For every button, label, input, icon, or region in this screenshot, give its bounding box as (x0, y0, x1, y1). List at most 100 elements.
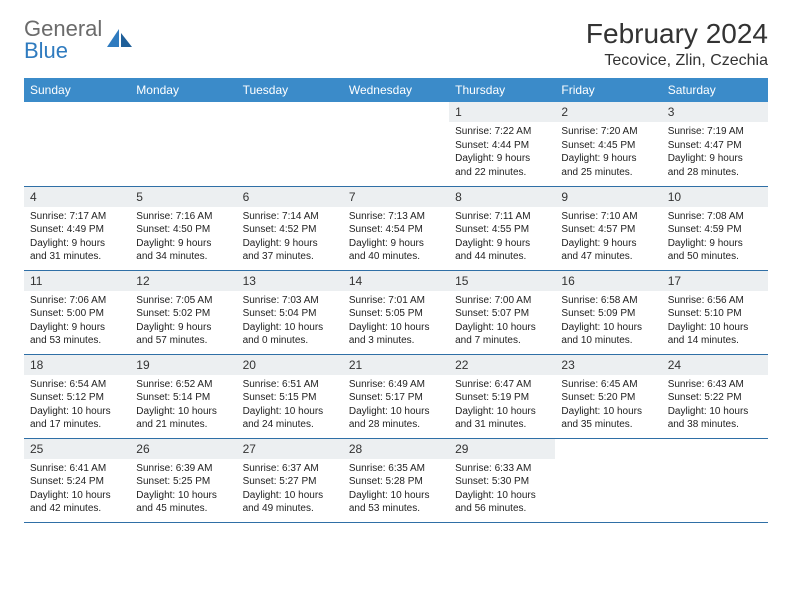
calendar-cell: 6Sunrise: 7:14 AMSunset: 4:52 PMDaylight… (237, 186, 343, 270)
sunrise-line: Sunrise: 6:33 AM (455, 462, 549, 476)
calendar-cell (343, 102, 449, 186)
calendar-cell: 18Sunrise: 6:54 AMSunset: 5:12 PMDayligh… (24, 354, 130, 438)
calendar-cell: 10Sunrise: 7:08 AMSunset: 4:59 PMDayligh… (662, 186, 768, 270)
day-number: 24 (662, 355, 768, 375)
calendar-cell: 8Sunrise: 7:11 AMSunset: 4:55 PMDaylight… (449, 186, 555, 270)
daylight-line: Daylight: 9 hours and 37 minutes. (243, 237, 337, 264)
column-header: Thursday (449, 78, 555, 102)
calendar-cell: 29Sunrise: 6:33 AMSunset: 5:30 PMDayligh… (449, 438, 555, 522)
day-details: Sunrise: 7:03 AMSunset: 5:04 PMDaylight:… (237, 291, 343, 354)
day-number-empty (130, 102, 236, 122)
calendar-cell: 7Sunrise: 7:13 AMSunset: 4:54 PMDaylight… (343, 186, 449, 270)
day-number: 23 (555, 355, 661, 375)
daylight-line: Daylight: 10 hours and 24 minutes. (243, 405, 337, 432)
sunrise-line: Sunrise: 7:20 AM (561, 125, 655, 139)
day-number: 22 (449, 355, 555, 375)
daylight-line: Daylight: 9 hours and 25 minutes. (561, 152, 655, 179)
column-header: Sunday (24, 78, 130, 102)
sunrise-line: Sunrise: 6:35 AM (349, 462, 443, 476)
sunrise-line: Sunrise: 7:11 AM (455, 210, 549, 224)
daylight-line: Daylight: 10 hours and 3 minutes. (349, 321, 443, 348)
brand-text: General Blue (24, 18, 102, 62)
sunrise-line: Sunrise: 6:49 AM (349, 378, 443, 392)
sunset-line: Sunset: 5:07 PM (455, 307, 549, 321)
calendar-cell: 12Sunrise: 7:05 AMSunset: 5:02 PMDayligh… (130, 270, 236, 354)
sunset-line: Sunset: 4:44 PM (455, 139, 549, 153)
day-number: 16 (555, 271, 661, 291)
calendar-cell (237, 102, 343, 186)
calendar-cell: 22Sunrise: 6:47 AMSunset: 5:19 PMDayligh… (449, 354, 555, 438)
title-block: February 2024 Tecovice, Zlin, Czechia (586, 18, 768, 70)
calendar-cell: 16Sunrise: 6:58 AMSunset: 5:09 PMDayligh… (555, 270, 661, 354)
day-details: Sunrise: 7:01 AMSunset: 5:05 PMDaylight:… (343, 291, 449, 354)
daylight-line: Daylight: 10 hours and 56 minutes. (455, 489, 549, 516)
sunset-line: Sunset: 5:22 PM (668, 391, 762, 405)
day-number: 25 (24, 439, 130, 459)
day-details: Sunrise: 6:49 AMSunset: 5:17 PMDaylight:… (343, 375, 449, 438)
calendar-cell: 13Sunrise: 7:03 AMSunset: 5:04 PMDayligh… (237, 270, 343, 354)
day-details: Sunrise: 6:54 AMSunset: 5:12 PMDaylight:… (24, 375, 130, 438)
month-title: February 2024 (586, 18, 768, 50)
daylight-line: Daylight: 9 hours and 28 minutes. (668, 152, 762, 179)
sunrise-line: Sunrise: 7:19 AM (668, 125, 762, 139)
sunset-line: Sunset: 4:47 PM (668, 139, 762, 153)
day-number-empty (662, 439, 768, 459)
day-number: 9 (555, 187, 661, 207)
day-number: 11 (24, 271, 130, 291)
day-details: Sunrise: 7:10 AMSunset: 4:57 PMDaylight:… (555, 207, 661, 270)
sunset-line: Sunset: 5:14 PM (136, 391, 230, 405)
daylight-line: Daylight: 9 hours and 44 minutes. (455, 237, 549, 264)
calendar-week-row: 4Sunrise: 7:17 AMSunset: 4:49 PMDaylight… (24, 186, 768, 270)
daylight-line: Daylight: 10 hours and 10 minutes. (561, 321, 655, 348)
sunrise-line: Sunrise: 7:16 AM (136, 210, 230, 224)
sunrise-line: Sunrise: 6:47 AM (455, 378, 549, 392)
day-number: 28 (343, 439, 449, 459)
day-number: 2 (555, 102, 661, 122)
day-details: Sunrise: 6:45 AMSunset: 5:20 PMDaylight:… (555, 375, 661, 438)
daylight-line: Daylight: 10 hours and 38 minutes. (668, 405, 762, 432)
day-details: Sunrise: 6:51 AMSunset: 5:15 PMDaylight:… (237, 375, 343, 438)
daylight-line: Daylight: 10 hours and 14 minutes. (668, 321, 762, 348)
day-details: Sunrise: 6:52 AMSunset: 5:14 PMDaylight:… (130, 375, 236, 438)
sunset-line: Sunset: 4:57 PM (561, 223, 655, 237)
day-details: Sunrise: 7:13 AMSunset: 4:54 PMDaylight:… (343, 207, 449, 270)
day-details: Sunrise: 7:11 AMSunset: 4:55 PMDaylight:… (449, 207, 555, 270)
calendar-cell: 19Sunrise: 6:52 AMSunset: 5:14 PMDayligh… (130, 354, 236, 438)
day-number: 14 (343, 271, 449, 291)
calendar-week-row: 25Sunrise: 6:41 AMSunset: 5:24 PMDayligh… (24, 438, 768, 522)
calendar-cell (130, 102, 236, 186)
day-number: 18 (24, 355, 130, 375)
day-number: 7 (343, 187, 449, 207)
column-header: Monday (130, 78, 236, 102)
location-text: Tecovice, Zlin, Czechia (586, 52, 768, 70)
calendar-cell: 21Sunrise: 6:49 AMSunset: 5:17 PMDayligh… (343, 354, 449, 438)
sunset-line: Sunset: 5:28 PM (349, 475, 443, 489)
sunset-line: Sunset: 5:02 PM (136, 307, 230, 321)
daylight-line: Daylight: 10 hours and 42 minutes. (30, 489, 124, 516)
day-number: 13 (237, 271, 343, 291)
day-number: 26 (130, 439, 236, 459)
day-number: 27 (237, 439, 343, 459)
sunset-line: Sunset: 4:49 PM (30, 223, 124, 237)
daylight-line: Daylight: 10 hours and 45 minutes. (136, 489, 230, 516)
sunset-line: Sunset: 5:27 PM (243, 475, 337, 489)
sunrise-line: Sunrise: 6:58 AM (561, 294, 655, 308)
calendar-week-row: 18Sunrise: 6:54 AMSunset: 5:12 PMDayligh… (24, 354, 768, 438)
calendar-week-row: 11Sunrise: 7:06 AMSunset: 5:00 PMDayligh… (24, 270, 768, 354)
daylight-line: Daylight: 9 hours and 22 minutes. (455, 152, 549, 179)
sunset-line: Sunset: 4:45 PM (561, 139, 655, 153)
daylight-line: Daylight: 9 hours and 53 minutes. (30, 321, 124, 348)
sunrise-line: Sunrise: 7:14 AM (243, 210, 337, 224)
calendar-cell: 1Sunrise: 7:22 AMSunset: 4:44 PMDaylight… (449, 102, 555, 186)
sunrise-line: Sunrise: 7:17 AM (30, 210, 124, 224)
day-details: Sunrise: 7:16 AMSunset: 4:50 PMDaylight:… (130, 207, 236, 270)
column-header: Tuesday (237, 78, 343, 102)
day-number: 6 (237, 187, 343, 207)
sunset-line: Sunset: 5:04 PM (243, 307, 337, 321)
day-number-empty (237, 102, 343, 122)
daylight-line: Daylight: 9 hours and 47 minutes. (561, 237, 655, 264)
day-details: Sunrise: 6:43 AMSunset: 5:22 PMDaylight:… (662, 375, 768, 438)
day-details: Sunrise: 7:19 AMSunset: 4:47 PMDaylight:… (662, 122, 768, 185)
day-number: 17 (662, 271, 768, 291)
sail-icon (106, 27, 134, 51)
